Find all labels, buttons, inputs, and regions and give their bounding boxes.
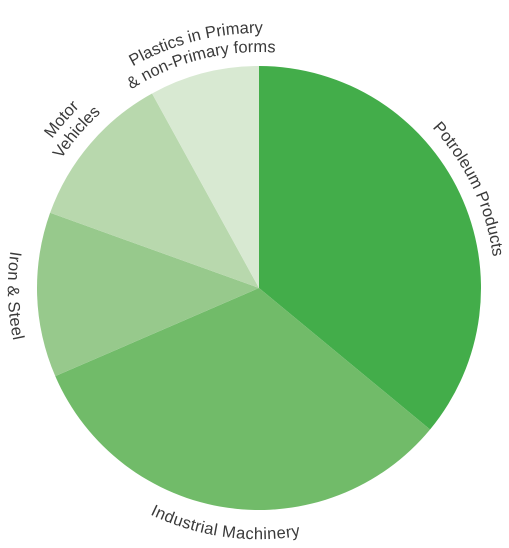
slice-label-iron-and-steel: Iron & Steel: [4, 250, 27, 341]
slice-label-line: Iron & Steel: [4, 250, 27, 341]
pie-slice-iron-and-steel: [36, 212, 259, 377]
pie-slice-plastics-in-primary-and-non-primary-forms: [152, 66, 259, 288]
pie-slice-motor-vehicles: [50, 93, 260, 289]
pie-slices: [36, 66, 481, 510]
pie-slice-industrial-machinery: [55, 288, 431, 510]
pie-slice-potroleum-products: [259, 66, 481, 430]
